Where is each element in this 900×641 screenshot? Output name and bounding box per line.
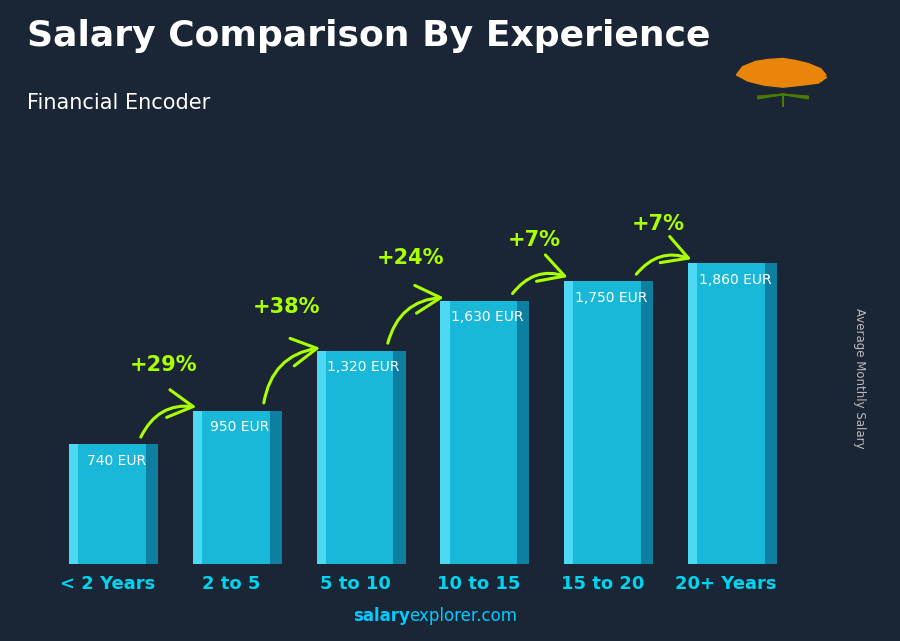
Polygon shape xyxy=(270,410,282,564)
Bar xyxy=(688,263,697,564)
FancyArrowPatch shape xyxy=(264,338,317,403)
Polygon shape xyxy=(641,281,653,564)
Polygon shape xyxy=(736,58,827,87)
Polygon shape xyxy=(517,301,529,564)
Bar xyxy=(317,351,326,564)
Text: Salary Comparison By Experience: Salary Comparison By Experience xyxy=(27,19,710,53)
Text: 1,860 EUR: 1,860 EUR xyxy=(698,273,771,287)
Polygon shape xyxy=(393,351,406,564)
Polygon shape xyxy=(146,444,158,564)
Bar xyxy=(69,444,78,564)
Bar xyxy=(440,301,449,564)
Text: Financial Encoder: Financial Encoder xyxy=(27,93,211,113)
Polygon shape xyxy=(764,263,777,564)
Text: +7%: +7% xyxy=(632,214,685,235)
Text: 1,320 EUR: 1,320 EUR xyxy=(328,360,400,374)
Bar xyxy=(317,351,393,564)
Text: 1,750 EUR: 1,750 EUR xyxy=(575,291,647,305)
Text: +7%: +7% xyxy=(508,231,561,251)
Bar xyxy=(69,444,146,564)
FancyArrowPatch shape xyxy=(388,285,441,343)
Bar xyxy=(440,301,517,564)
Text: salary: salary xyxy=(353,607,410,625)
Text: 950 EUR: 950 EUR xyxy=(211,420,269,434)
Bar xyxy=(193,410,202,564)
Text: 1,630 EUR: 1,630 EUR xyxy=(451,310,524,324)
Text: +38%: +38% xyxy=(253,297,320,317)
FancyArrowPatch shape xyxy=(636,237,688,274)
Bar xyxy=(564,281,641,564)
Text: +29%: +29% xyxy=(130,355,197,375)
Text: Average Monthly Salary: Average Monthly Salary xyxy=(853,308,866,449)
Bar xyxy=(688,263,765,564)
Text: +24%: +24% xyxy=(377,248,445,269)
Bar xyxy=(193,410,270,564)
Text: 740 EUR: 740 EUR xyxy=(86,454,146,468)
FancyArrowPatch shape xyxy=(140,390,194,437)
Text: explorer.com: explorer.com xyxy=(410,607,518,625)
FancyArrowPatch shape xyxy=(512,255,564,294)
Bar xyxy=(564,281,573,564)
